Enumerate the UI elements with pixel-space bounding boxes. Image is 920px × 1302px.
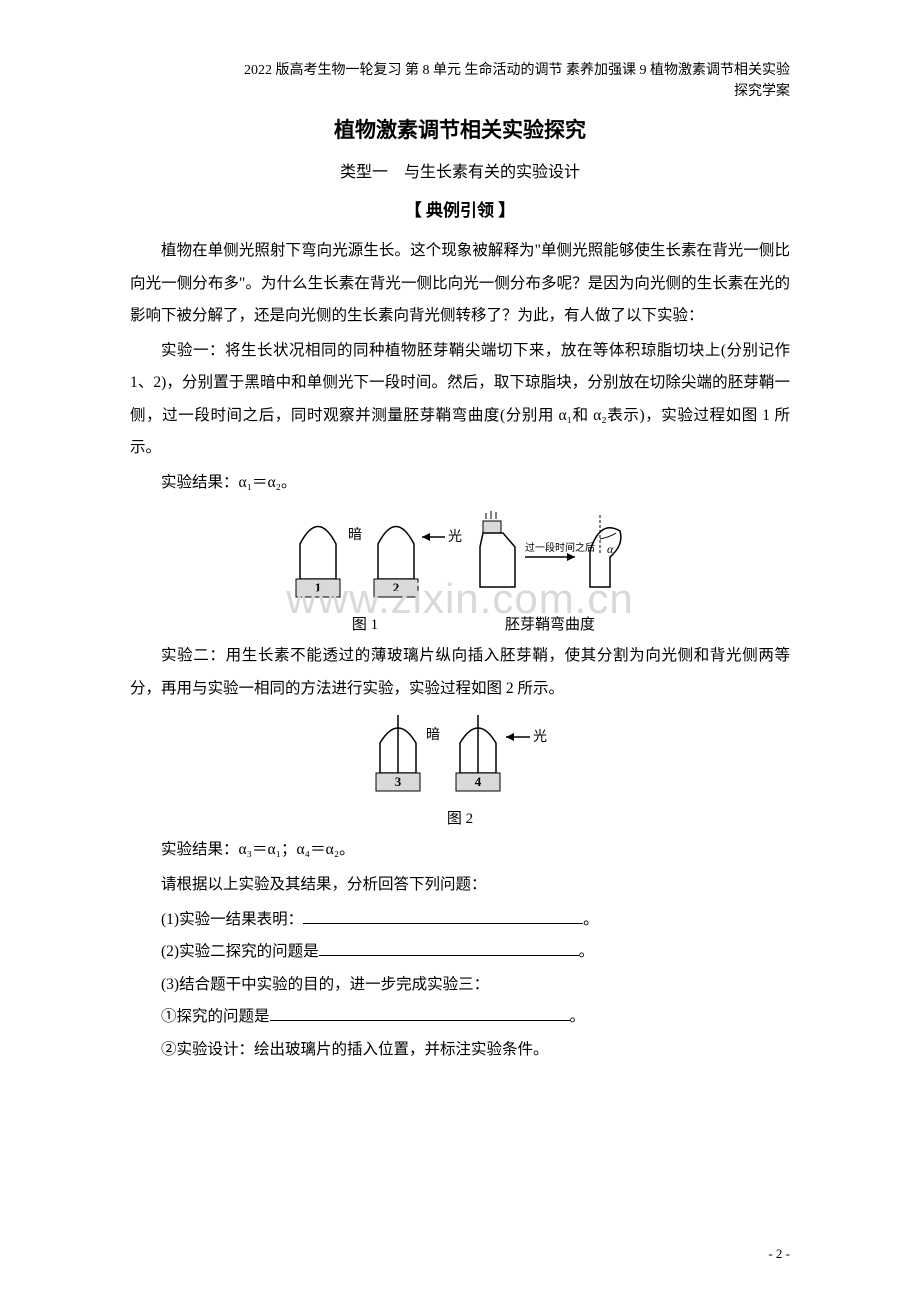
question-intro: 请根据以上实验及其结果，分析回答下列问题： bbox=[130, 869, 790, 902]
fig1-light-label: 光 bbox=[448, 529, 462, 545]
fig1-label-1: 1 bbox=[315, 580, 322, 595]
figure-1-caption-left: 图 1 bbox=[325, 613, 405, 634]
fig2-dark-label: 暗 bbox=[426, 727, 440, 743]
question-3-1-text: ①探究的问题是 bbox=[161, 1008, 270, 1025]
blank-q1 bbox=[303, 923, 583, 924]
type-subtitle: 类型一 与生长素有关的实验设计 bbox=[130, 158, 790, 182]
fig2-light-label: 光 bbox=[533, 729, 547, 745]
fig1-arrow-text: 过一段时间之后 bbox=[525, 541, 595, 554]
intro-paragraph: 植物在单侧光照射下弯向光源生长。这个现象被解释为"单侧光照能够使生长素在背光一侧… bbox=[130, 235, 790, 333]
question-3-1: ①探究的问题是。 bbox=[130, 1001, 790, 1034]
figure-1-svg: 1 暗 2 光 过一段时间之后 α bbox=[290, 509, 630, 609]
fig2-label-3: 3 bbox=[395, 774, 402, 789]
header-line-2: 探究学案 bbox=[130, 81, 790, 102]
figure-2-svg: 3 暗 4 光 bbox=[370, 713, 550, 803]
figure-1: 1 暗 2 光 过一段时间之后 α bbox=[130, 509, 790, 609]
fig1-dark-label: 暗 bbox=[348, 527, 362, 543]
question-2: (2)实验二探究的问题是。 bbox=[130, 936, 790, 969]
fig1-label-2: 2 bbox=[393, 580, 400, 595]
document-title: 植物激素调节相关实验探究 bbox=[130, 114, 790, 144]
question-2-text: (2)实验二探究的问题是 bbox=[161, 943, 319, 960]
experiment-1-result: 实验结果：α₁＝α₂。 bbox=[130, 467, 790, 500]
experiment-2-paragraph: 实验二：用生长素不能透过的薄玻璃片纵向插入胚芽鞘，使其分割为向光侧和背光侧两等分… bbox=[130, 640, 790, 705]
header-line-1: 2022 版高考生物一轮复习 第 8 单元 生命活动的调节 素养加强课 9 植物… bbox=[130, 60, 790, 81]
question-3-2: ②实验设计：绘出玻璃片的插入位置，并标注实验条件。 bbox=[130, 1034, 790, 1067]
experiment-1-paragraph: 实验一：将生长状况相同的同种植物胚芽鞘尖端切下来，放在等体积琼脂切块上(分别记作… bbox=[130, 335, 790, 465]
page-header: 2022 版高考生物一轮复习 第 8 单元 生命活动的调节 素养加强课 9 植物… bbox=[130, 60, 790, 102]
figure-2: 3 暗 4 光 bbox=[130, 713, 790, 803]
fig1-alpha-label: α bbox=[607, 542, 614, 556]
figure-1-caption-row: 图 1 胚芽鞘弯曲度 bbox=[130, 613, 790, 634]
experiment-2-result: 实验结果：α₃＝α₁；α₄＝α₂。 bbox=[130, 834, 790, 867]
question-1: (1)实验一结果表明：。 bbox=[130, 904, 790, 937]
fig2-label-4: 4 bbox=[475, 774, 482, 789]
question-3: (3)结合题干中实验的目的，进一步完成实验三： bbox=[130, 969, 790, 1002]
section-heading: 【 典例引领 】 bbox=[130, 196, 790, 221]
blank-q2 bbox=[319, 955, 579, 956]
figure-2-caption: 图 2 bbox=[130, 807, 790, 828]
blank-q3-1 bbox=[270, 1020, 570, 1021]
question-1-text: (1)实验一结果表明： bbox=[161, 911, 303, 928]
page-number: - 2 - bbox=[768, 1246, 790, 1262]
figure-1-caption-right: 胚芽鞘弯曲度 bbox=[505, 613, 595, 634]
